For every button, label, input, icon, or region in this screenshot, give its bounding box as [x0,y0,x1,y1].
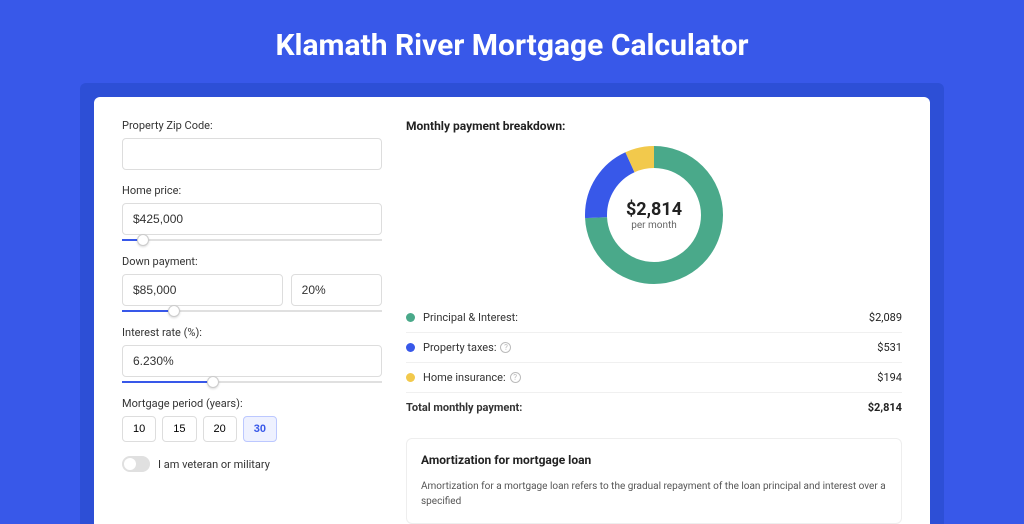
veteran-label: I am veteran or military [158,458,270,471]
breakdown-row: Property taxes:?$531 [406,333,902,363]
legend-dot [406,343,415,352]
breakdown-rows: Principal & Interest:$2,089Property taxe… [406,303,902,393]
donut-wrap: $2,814 per month [406,145,902,285]
amortization-card: Amortization for mortgage loan Amortizat… [406,438,902,524]
interest-rate-label: Interest rate (%): [122,326,382,339]
breakdown-label: Property taxes:? [423,341,877,354]
info-icon[interactable]: ? [500,342,511,353]
results-panel: Monthly payment breakdown: $2,814 per mo… [406,119,902,524]
info-icon[interactable]: ? [510,372,521,383]
down-payment-pct-input[interactable] [291,274,382,306]
period-btn-15[interactable]: 15 [162,416,196,442]
card-wrapper: Property Zip Code: Home price: Down paym… [80,83,944,524]
breakdown-value: $194 [877,371,902,384]
breakdown-label: Principal & Interest: [423,311,869,324]
breakdown-title: Monthly payment breakdown: [406,119,902,133]
total-value: $2,814 [868,401,902,414]
mortgage-period-label: Mortgage period (years): [122,397,382,410]
interest-rate-group: Interest rate (%): [122,326,382,383]
down-payment-label: Down payment: [122,255,382,268]
period-btn-10[interactable]: 10 [122,416,156,442]
total-row: Total monthly payment: $2,814 [406,393,902,422]
breakdown-row: Principal & Interest:$2,089 [406,303,902,333]
breakdown-label: Home insurance:? [423,371,877,384]
period-btn-30[interactable]: 30 [243,416,277,442]
donut-chart: $2,814 per month [584,145,724,285]
form-panel: Property Zip Code: Home price: Down paym… [122,119,382,524]
interest-rate-input[interactable] [122,345,382,377]
breakdown-row: Home insurance:?$194 [406,363,902,393]
breakdown-value: $531 [877,341,902,354]
interest-rate-slider[interactable] [122,381,382,383]
home-price-group: Home price: [122,184,382,241]
page-title: Klamath River Mortgage Calculator [0,28,1024,63]
total-label: Total monthly payment: [406,401,868,414]
breakdown-value: $2,089 [869,311,902,324]
down-payment-group: Down payment: [122,255,382,312]
donut-center: $2,814 per month [584,145,724,285]
donut-amount: $2,814 [626,199,682,220]
donut-sub: per month [631,220,677,231]
legend-dot [406,373,415,382]
zip-group: Property Zip Code: [122,119,382,170]
legend-dot [406,313,415,322]
down-payment-slider[interactable] [122,310,382,312]
amortization-title: Amortization for mortgage loan [421,453,887,467]
calculator-card: Property Zip Code: Home price: Down paym… [94,97,930,524]
home-price-label: Home price: [122,184,382,197]
mortgage-period-group: Mortgage period (years): 1015 2030 [122,397,382,442]
zip-input[interactable] [122,138,382,170]
veteran-row: I am veteran or military [122,456,382,472]
period-row: 1015 2030 [122,416,382,442]
period-btn-20[interactable]: 20 [203,416,237,442]
down-payment-input[interactable] [122,274,283,306]
home-price-slider[interactable] [122,239,382,241]
home-price-input[interactable] [122,203,382,235]
veteran-toggle[interactable] [122,456,150,472]
amortization-text: Amortization for a mortgage loan refers … [421,479,887,509]
zip-label: Property Zip Code: [122,119,382,132]
hero: Klamath River Mortgage Calculator [0,0,1024,83]
